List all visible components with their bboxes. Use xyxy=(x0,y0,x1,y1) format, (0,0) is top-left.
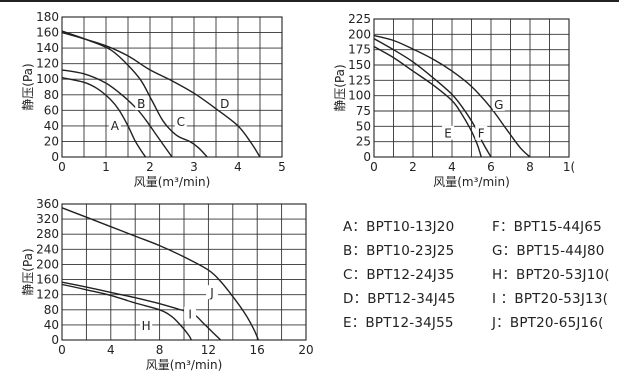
curve-label-g: G xyxy=(494,98,503,112)
curve-h xyxy=(61,283,192,341)
y-tick-label: 100 xyxy=(348,89,371,103)
x-tick-label: 8 xyxy=(526,160,534,174)
y-tick-label: 50 xyxy=(356,119,371,133)
curve-label-i: I xyxy=(188,308,192,322)
y-axis-title: 静压(Pa) xyxy=(21,248,35,295)
y-tick-label: 60 xyxy=(44,103,59,117)
curve-b xyxy=(61,69,173,158)
curve-g xyxy=(373,34,531,158)
curve-label-bg xyxy=(140,318,153,333)
x-tick-label: 0 xyxy=(58,343,66,357)
y-tick-label: 80 xyxy=(44,88,59,102)
y-axis-title: 静压(Pa) xyxy=(333,64,347,111)
legend-entry-d: D：BPT12-34J45 xyxy=(343,291,456,307)
x-axis-title: 风量(m³/min) xyxy=(134,175,211,189)
x-tick-label: 2 xyxy=(409,160,417,174)
y-tick-label: 20 xyxy=(44,134,59,148)
y-tick-label: 120 xyxy=(36,288,59,302)
legend-entry-a: A：BPT10-13J20 xyxy=(343,219,455,235)
x-tick-label: 1 xyxy=(102,160,110,174)
y-tick-label: 40 xyxy=(44,119,59,133)
y-tick-label: 120 xyxy=(36,57,59,71)
curve-label-bg xyxy=(442,125,455,140)
top-rule xyxy=(0,0,619,2)
legend-entry-h: H：BPT20-53J10( xyxy=(492,267,610,283)
plot-frame xyxy=(373,18,570,158)
curve-label-f: F xyxy=(478,127,485,141)
legend-entry-c: C：BPT12-24J35 xyxy=(343,267,455,283)
y-tick-label: 75 xyxy=(356,104,371,118)
curve-label-bg xyxy=(135,96,148,111)
y-tick-label: 125 xyxy=(348,73,371,87)
legend-entry-f: F：BPT15-44J65 xyxy=(492,219,602,235)
y-tick-label: 100 xyxy=(36,72,59,86)
curve-label-bg xyxy=(218,96,231,111)
curve-label-bg xyxy=(184,306,197,321)
y-tick-label: 160 xyxy=(36,26,59,40)
x-tick-label: 4 xyxy=(448,160,456,174)
curve-label-bg xyxy=(108,117,121,132)
curve-label-e: E xyxy=(444,127,452,141)
curve-a xyxy=(61,77,147,158)
y-tick-label: 360 xyxy=(36,197,59,211)
x-tick-label: 16 xyxy=(250,343,265,357)
legend-entry-j: J：BPT20-65J16( xyxy=(492,315,604,331)
curve-label-bg xyxy=(174,114,187,128)
y-tick-label: 240 xyxy=(36,242,59,256)
legend-entry-e: E：BPT12-34J55 xyxy=(343,315,454,331)
curve-d xyxy=(61,31,261,158)
y-tick-label: 180 xyxy=(36,10,59,24)
curve-label-a: A xyxy=(111,119,120,133)
x-tick-label: 0 xyxy=(370,160,378,174)
y-tick-label: 40 xyxy=(44,318,59,332)
x-tick-label: 8 xyxy=(156,343,164,357)
x-tick-label: 4 xyxy=(234,160,242,174)
x-tick-label: 2 xyxy=(146,160,154,174)
y-tick-label: 150 xyxy=(348,58,371,72)
y-tick-label: 25 xyxy=(356,135,371,149)
curve-label-d: D xyxy=(220,97,229,111)
legend-entry-i: I ：BPT20-53J13( xyxy=(492,291,609,307)
y-tick-label: 225 xyxy=(348,12,371,26)
x-tick-label: 6 xyxy=(487,160,495,174)
x-axis-title: 风量(m³/min) xyxy=(146,358,223,371)
legend-entry-g: G：BPT15-44J80 xyxy=(492,243,605,259)
y-tick-label: 0 xyxy=(51,333,59,347)
x-axis-title: 风量(m³/min) xyxy=(433,175,510,189)
x-tick-label: 4 xyxy=(107,343,115,357)
curve-label-bg xyxy=(206,285,219,300)
curve-label-b: B xyxy=(137,97,145,111)
curve-label-h: H xyxy=(142,319,151,333)
y-tick-label: 80 xyxy=(44,303,59,317)
x-tick-label: 12 xyxy=(201,343,216,357)
y-tick-label: 0 xyxy=(363,150,371,164)
curve-label-c: C xyxy=(177,115,185,129)
y-tick-label: 200 xyxy=(348,27,371,41)
y-tick-label: 200 xyxy=(36,257,59,271)
curve-c xyxy=(61,30,208,158)
x-tick-label: 0 xyxy=(58,160,66,174)
curve-label-bg xyxy=(492,96,505,111)
curve-j xyxy=(61,207,260,341)
y-tick-label: 320 xyxy=(36,212,59,226)
y-axis-title: 静压(Pa) xyxy=(21,63,35,110)
curve-e xyxy=(373,45,482,158)
x-tick-label: 3 xyxy=(190,160,198,174)
plot-frame xyxy=(61,203,307,341)
x-tick-label: 20 xyxy=(298,343,313,357)
y-tick-label: 280 xyxy=(36,227,59,241)
y-tick-label: 160 xyxy=(36,273,59,287)
y-tick-label: 0 xyxy=(51,150,59,164)
x-tick-label: 1( xyxy=(563,160,575,174)
y-tick-label: 140 xyxy=(36,41,59,55)
x-tick-label: 5 xyxy=(278,160,286,174)
curve-label-bg xyxy=(475,125,488,140)
legend-entry-b: B：BPT10-23J25 xyxy=(343,243,455,259)
y-tick-label: 175 xyxy=(348,43,371,57)
curve-label-j: J xyxy=(209,286,214,300)
curve-i xyxy=(61,281,222,341)
